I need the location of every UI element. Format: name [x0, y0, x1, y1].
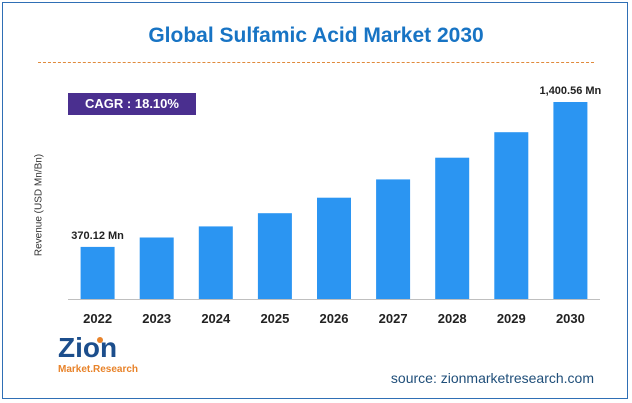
x-tick-2029: 2029: [497, 311, 526, 326]
logo-subtext: Market.Research: [58, 364, 138, 375]
bar-2022: [80, 246, 115, 299]
title-divider: [38, 62, 594, 63]
x-tick-2030: 2030: [556, 311, 585, 326]
zion-logo: Zion Market.Research: [58, 332, 138, 375]
bar-2025: [257, 213, 292, 299]
value-label-2030: 1,400.56 Mn: [540, 85, 602, 97]
bars-group: [80, 102, 588, 299]
x-tick-2024: 2024: [201, 311, 231, 326]
bar-2028: [435, 157, 470, 299]
bar-2026: [317, 197, 351, 299]
logo-wordmark: Zion: [58, 332, 117, 363]
x-tick-2027: 2027: [379, 311, 408, 326]
bar-2029: [494, 132, 529, 299]
cagr-badge: CAGR : 18.10%: [68, 93, 196, 115]
x-tick-2023: 2023: [142, 311, 171, 326]
value-labels: 370.12 Mn 1,400.56 Mn: [71, 85, 601, 242]
source-note: source: zionmarketresearch.com: [390, 370, 594, 386]
x-tick-2028: 2028: [438, 311, 467, 326]
x-tick-2026: 2026: [320, 311, 349, 326]
value-label-2022: 370.12 Mn: [71, 230, 124, 242]
bar-2030: [553, 102, 588, 299]
bar-2027: [376, 179, 411, 299]
x-tick-labels: 2022 2023 2024 2025 2026 2027 2028 2029 2030: [83, 311, 585, 326]
x-tick-2025: 2025: [260, 311, 289, 326]
logo-dot-icon: [97, 337, 103, 343]
bar-2023: [139, 237, 174, 299]
x-tick-2022: 2022: [83, 311, 112, 326]
chart-title: Global Sulfamic Acid Market 2030: [148, 24, 484, 47]
bar-2024: [198, 226, 233, 299]
